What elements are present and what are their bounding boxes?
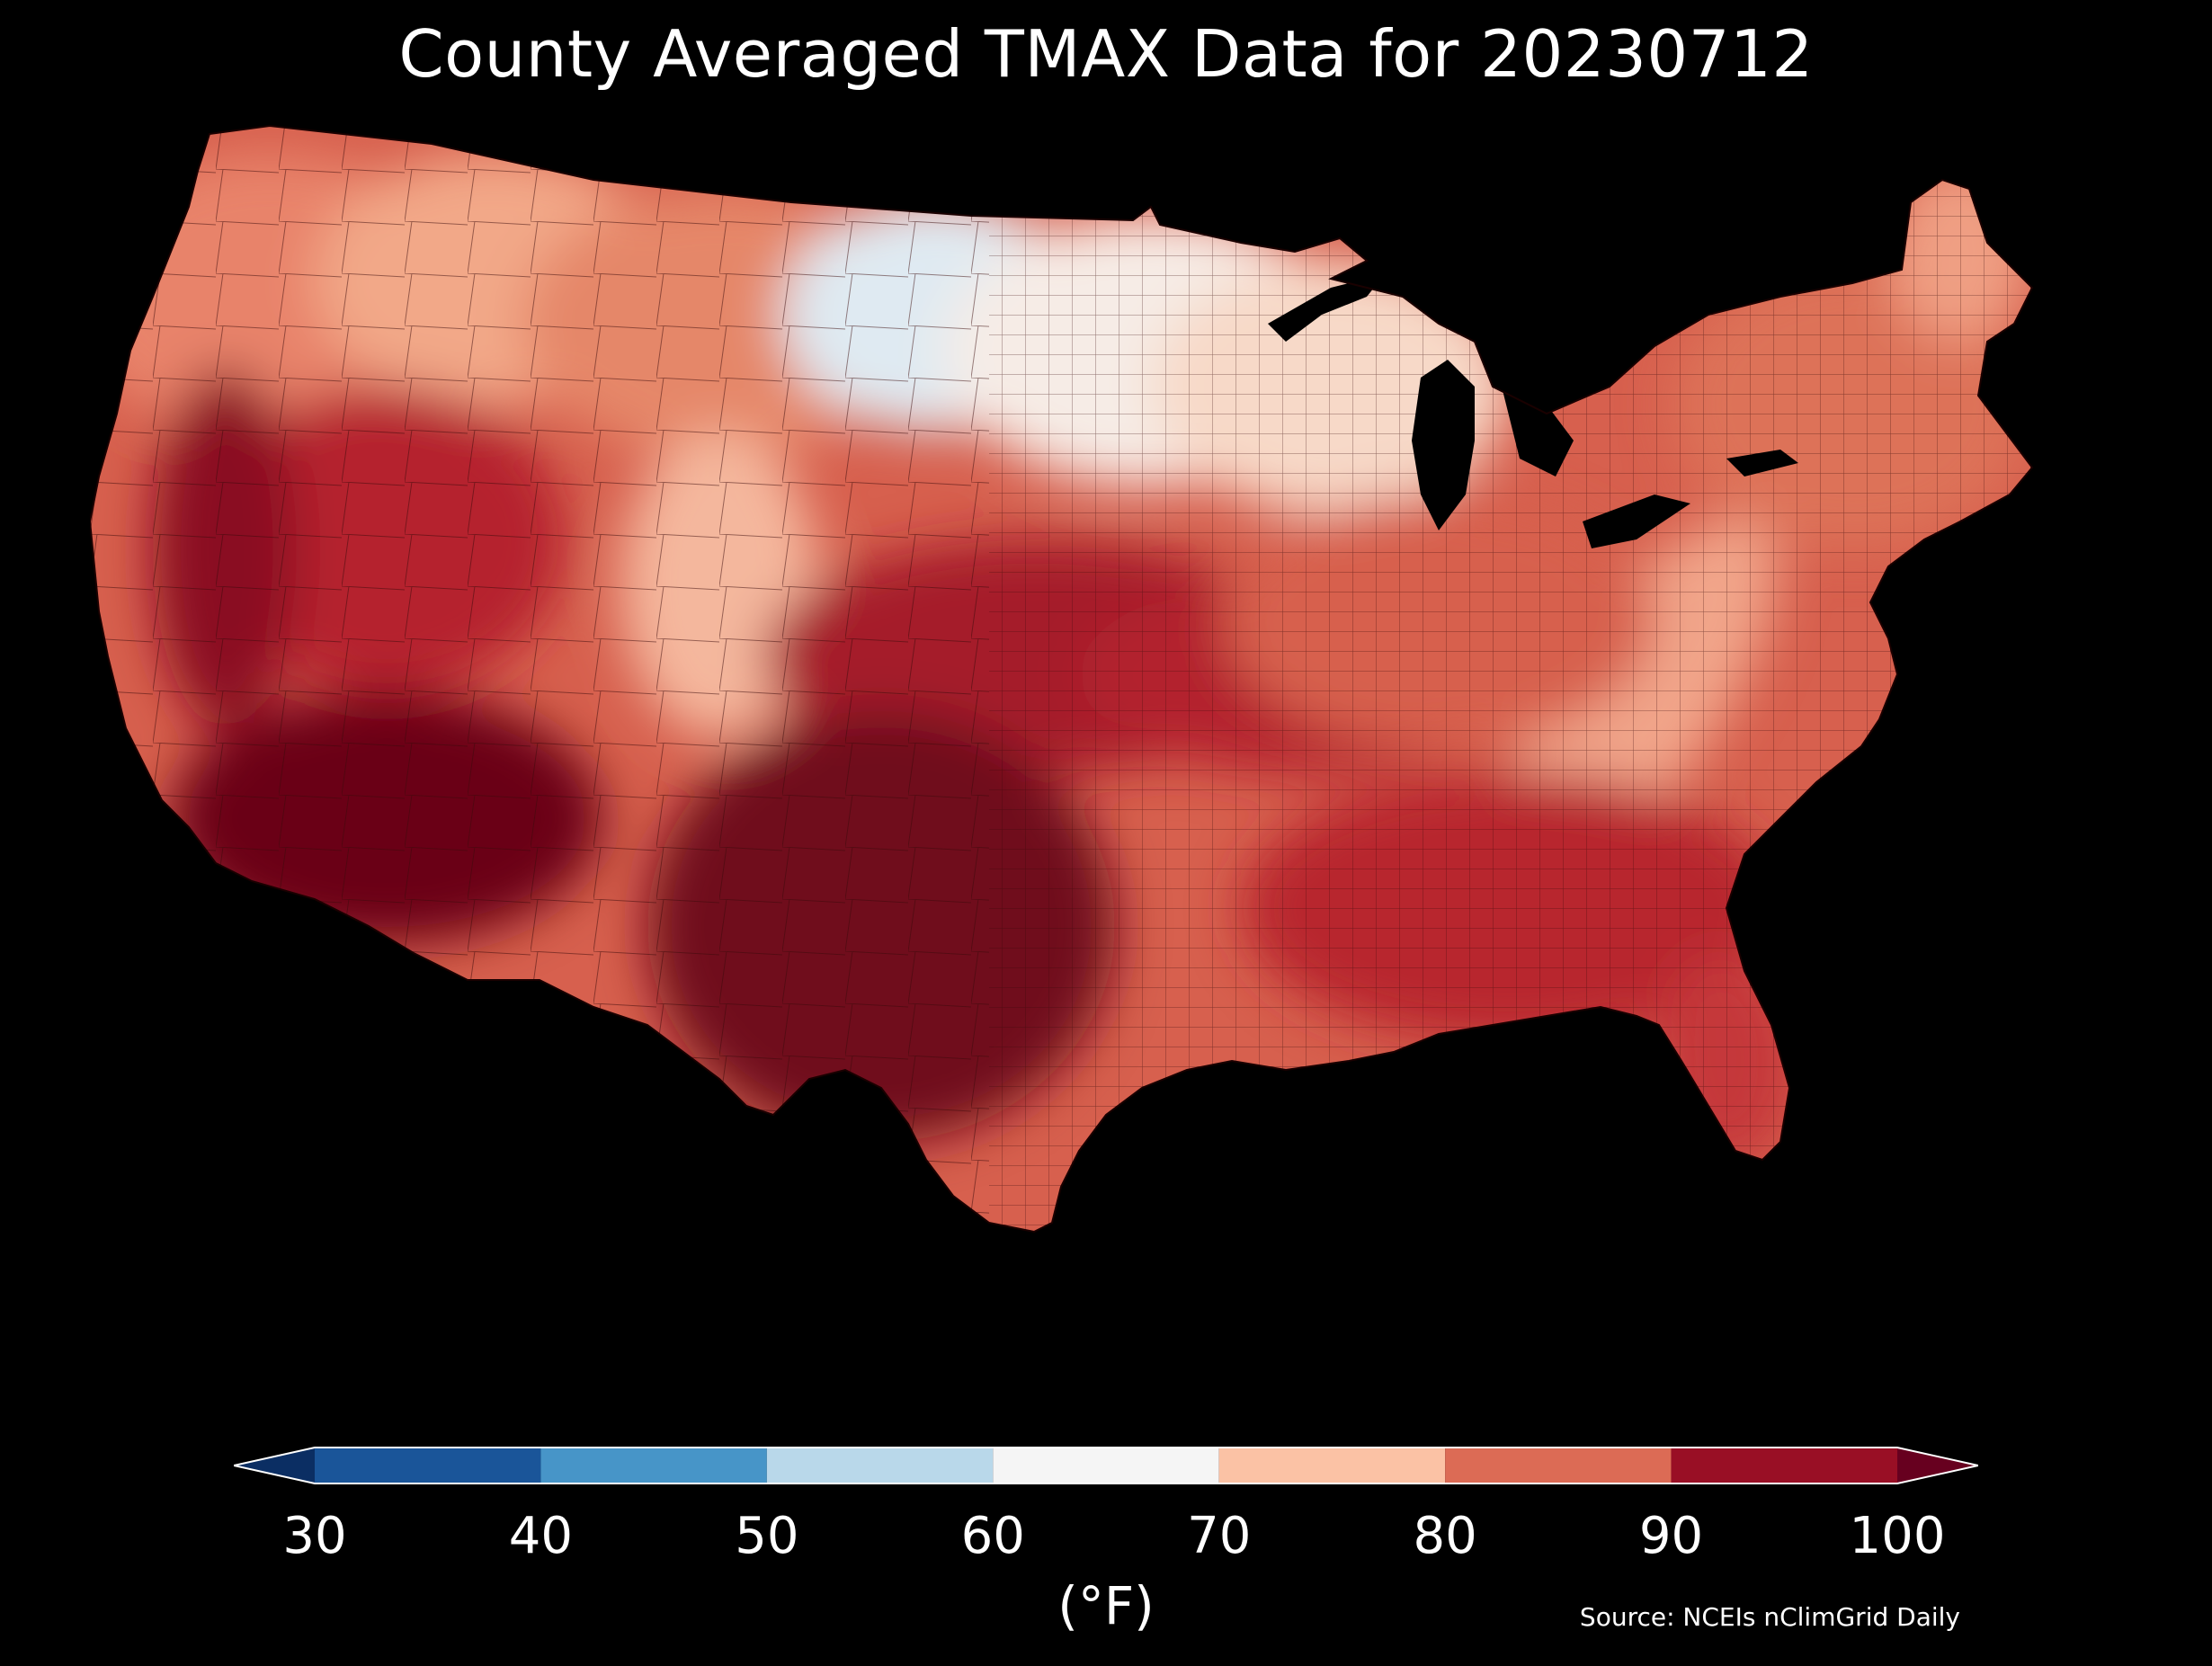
colorbar-tick-label: 80 bbox=[1413, 1507, 1477, 1565]
colorbar-bin-90-100 bbox=[1671, 1448, 1897, 1483]
colorbar-under-arrow bbox=[234, 1448, 315, 1483]
colorbar-bin-50-60 bbox=[766, 1448, 994, 1483]
us-county-tmax-map bbox=[90, 117, 2122, 1403]
colorbar-unit-label: (°F) bbox=[1057, 1575, 1155, 1636]
great-lakes bbox=[1268, 274, 1798, 548]
colorbar-tick-label: 60 bbox=[960, 1507, 1025, 1565]
colorbar-bin-80-90 bbox=[1445, 1448, 1672, 1483]
colorbar-tick-label: 90 bbox=[1638, 1507, 1704, 1565]
colorbar-tick-label: 100 bbox=[1849, 1507, 1946, 1565]
colorbar-tick-label: 70 bbox=[1187, 1507, 1252, 1565]
colorbar-tick-label: 50 bbox=[735, 1507, 799, 1565]
colorbar-bin-40-50 bbox=[540, 1448, 767, 1483]
us-outline bbox=[90, 124, 2034, 1234]
map-title: County Averaged TMAX Data for 20230712 bbox=[398, 16, 1814, 92]
colorbar bbox=[233, 1439, 1979, 1492]
colorbar-tick-label: 30 bbox=[282, 1507, 347, 1565]
colorbar-bin-30-40 bbox=[315, 1448, 541, 1483]
colorbar-bin-70-80 bbox=[1218, 1448, 1446, 1483]
colorbar-over-arrow bbox=[1897, 1448, 1978, 1483]
colorbar-bin-60-70 bbox=[993, 1448, 1219, 1483]
source-credit: Source: NCEIs nClimGrid Daily bbox=[1579, 1602, 1960, 1632]
colorbar-tick-label: 40 bbox=[508, 1507, 574, 1565]
temperature-field bbox=[90, 126, 2032, 1232]
